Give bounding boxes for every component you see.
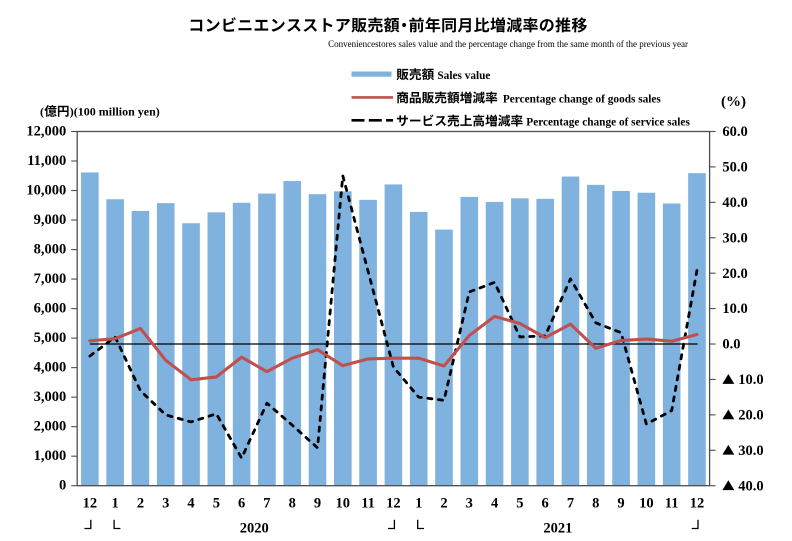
svg-text:5: 5 xyxy=(516,495,523,511)
svg-text:0: 0 xyxy=(59,478,66,494)
svg-text:40.0: 40.0 xyxy=(738,478,763,494)
svg-text:5,000: 5,000 xyxy=(34,330,67,346)
svg-text:7: 7 xyxy=(263,495,270,511)
svg-text:60.0: 60.0 xyxy=(722,124,747,140)
svg-text:6: 6 xyxy=(542,495,549,511)
svg-text:8: 8 xyxy=(289,495,296,511)
svg-text:5: 5 xyxy=(213,495,220,511)
svg-text:2020: 2020 xyxy=(240,520,269,536)
svg-text:7,000: 7,000 xyxy=(34,271,67,287)
svg-text:3: 3 xyxy=(162,495,169,511)
svg-text:(%): (%) xyxy=(721,94,746,110)
svg-text:9,000: 9,000 xyxy=(34,212,67,228)
svg-text:2: 2 xyxy=(137,495,144,511)
svg-text:2021: 2021 xyxy=(543,520,572,536)
svg-text:8,000: 8,000 xyxy=(34,241,67,257)
svg-text:11: 11 xyxy=(361,495,375,511)
svg-text:Percentage change of goods sal: Percentage change of goods sales xyxy=(503,93,662,105)
svg-text:9: 9 xyxy=(314,495,321,511)
svg-text:Conveniencestores sales value: Conveniencestores sales value and the pe… xyxy=(328,39,688,49)
svg-text:10: 10 xyxy=(639,495,654,511)
svg-text:8: 8 xyxy=(592,495,599,511)
svg-text:2,000: 2,000 xyxy=(34,418,67,434)
svg-text:20.0: 20.0 xyxy=(722,266,747,282)
svg-text:10.0: 10.0 xyxy=(738,372,763,388)
svg-text:1,000: 1,000 xyxy=(34,448,67,464)
svg-text:Sales value: Sales value xyxy=(437,70,490,82)
svg-text:(: ( xyxy=(40,105,44,119)
svg-text:7: 7 xyxy=(567,495,574,511)
svg-text:40.0: 40.0 xyxy=(722,195,747,211)
svg-text:2: 2 xyxy=(440,495,447,511)
svg-text:12: 12 xyxy=(386,495,401,511)
svg-text:9: 9 xyxy=(617,495,624,511)
svg-text:30.0: 30.0 xyxy=(738,443,763,459)
svg-text:3,000: 3,000 xyxy=(34,389,67,405)
svg-text:1: 1 xyxy=(112,495,119,511)
svg-text:20.0: 20.0 xyxy=(738,407,763,423)
svg-text:0.0: 0.0 xyxy=(722,337,740,353)
svg-text:)(100 million yen): )(100 million yen) xyxy=(70,105,160,119)
svg-text:11,000: 11,000 xyxy=(27,153,66,169)
svg-text:4: 4 xyxy=(491,495,498,511)
svg-text:Percentage change of service s: Percentage change of service sales xyxy=(526,116,690,128)
svg-text:10,000: 10,000 xyxy=(26,182,66,198)
svg-text:4,000: 4,000 xyxy=(34,359,67,375)
svg-text:11: 11 xyxy=(665,495,679,511)
svg-text:10.0: 10.0 xyxy=(722,301,747,317)
svg-text:50.0: 50.0 xyxy=(722,160,747,176)
svg-text:4: 4 xyxy=(187,495,194,511)
svg-text:10: 10 xyxy=(336,495,351,511)
svg-text:6: 6 xyxy=(238,495,245,511)
svg-text:12,000: 12,000 xyxy=(26,123,66,139)
svg-text:12: 12 xyxy=(83,495,98,511)
svg-text:12: 12 xyxy=(690,495,705,511)
svg-text:3: 3 xyxy=(466,495,473,511)
svg-text:30.0: 30.0 xyxy=(722,230,747,246)
svg-text:1: 1 xyxy=(415,495,422,511)
svg-text:6,000: 6,000 xyxy=(34,300,67,316)
